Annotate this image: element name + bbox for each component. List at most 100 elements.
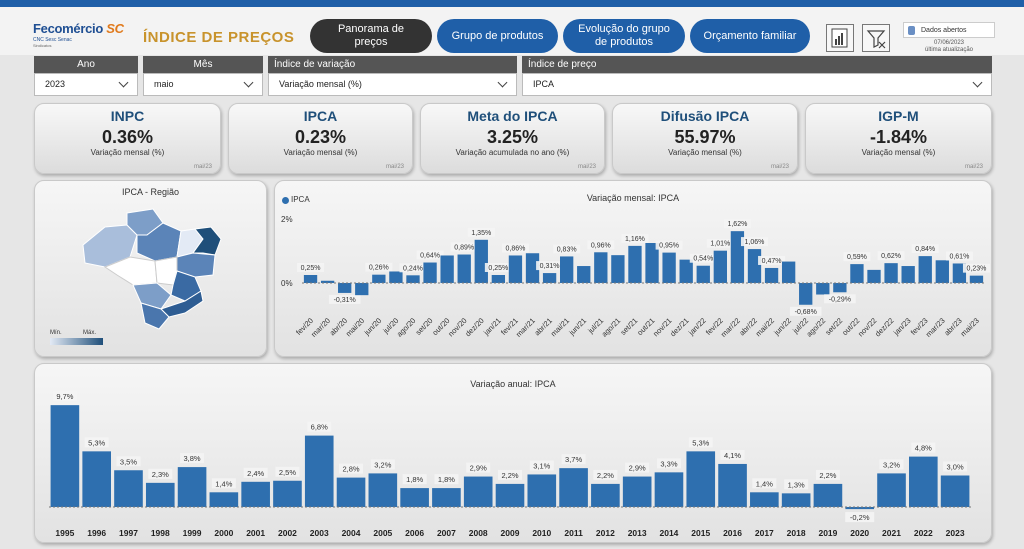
update-date: 07/06/2023 xyxy=(933,40,965,46)
nav-grupo-de-produtos[interactable]: Grupo de produtos xyxy=(437,19,558,53)
x-tick-label: 2005 xyxy=(373,528,392,538)
data-label: -0,31% xyxy=(334,297,356,304)
bar-out/22 xyxy=(850,264,864,283)
data-label: 2,8% xyxy=(342,465,359,474)
bar-out/21 xyxy=(645,243,659,283)
bar-nov/22 xyxy=(867,269,881,283)
nav-orcamento-familiar[interactable]: Orçamento familiar xyxy=(690,19,810,53)
brazil-map[interactable] xyxy=(75,205,225,330)
chevron-down-icon xyxy=(243,77,254,88)
bar-jun/22 xyxy=(781,261,796,283)
nav-panorama-de-precos[interactable]: Panorama de preços xyxy=(310,19,432,53)
map-region-ms xyxy=(132,282,172,310)
bar-2005 xyxy=(368,473,398,507)
data-label: 1,8% xyxy=(406,475,423,484)
x-tick-label: set/20 xyxy=(414,316,435,337)
x-tick-label: 2022 xyxy=(914,528,933,538)
filter-indice-preco-value-box[interactable]: IPCA xyxy=(522,73,992,96)
annual-chart[interactable]: 9,7% 1995 5,3% 1996 3,5% 1997 2,3% 1998 3,8% 1999… xyxy=(35,364,993,544)
data-label: 0,95% xyxy=(659,243,679,250)
data-label-bg xyxy=(784,479,809,490)
x-tick-label: ago/22 xyxy=(805,316,828,339)
filter-indice-preco[interactable]: Índice de preço IPCA xyxy=(522,56,992,98)
data-label: 0,59% xyxy=(847,254,867,261)
data-label-bg xyxy=(843,252,871,262)
bar-2018 xyxy=(781,493,811,507)
clear-filter-icon[interactable] xyxy=(862,24,890,52)
data-label: 0,31% xyxy=(540,263,560,270)
bar-mar/22 xyxy=(730,231,745,283)
open-data-button[interactable]: Dados abertos xyxy=(903,22,995,38)
data-label: -0,2% xyxy=(850,513,870,522)
kpi-title: Meta do IPCA xyxy=(467,108,558,124)
kpi-card-meta-ipca: Meta do IPCA 3.25% Variação acumulada no… xyxy=(420,103,605,174)
kpi-subtitle: Variação mensal (%) xyxy=(861,148,936,157)
data-label-bg xyxy=(723,219,751,229)
data-label: 5,3% xyxy=(88,438,105,447)
kpi-subtitle: Variação acumulada no ano (%) xyxy=(455,148,570,157)
map-panel: IPCA - Região Mín. Máx. xyxy=(34,180,267,357)
data-label: 1,01% xyxy=(710,241,730,248)
filter-mes[interactable]: Mês maio xyxy=(143,56,263,98)
nav-evolucao-grupo-produtos[interactable]: Evolução do grupo de produtos xyxy=(563,19,685,53)
data-label: 0,25% xyxy=(301,265,321,272)
data-label-bg xyxy=(116,456,141,467)
bar-mar/23 xyxy=(935,260,949,283)
data-label-bg xyxy=(498,469,522,480)
monthly-chart[interactable]: 2%0%0,25%fev/20mar/20-0,31%abr/20mai/200… xyxy=(275,181,993,358)
data-label: 1,06% xyxy=(745,239,765,246)
data-label: 3,5% xyxy=(120,457,137,466)
kpi-date: mai/23 xyxy=(385,164,404,170)
bar-2006 xyxy=(400,488,429,507)
x-tick-label: 1996 xyxy=(87,528,106,538)
kpi-date: mai/23 xyxy=(193,164,212,170)
filter-mes-value-box[interactable]: maio xyxy=(143,73,263,96)
data-label-bg xyxy=(307,421,332,432)
filter-indice-variacao[interactable]: Índice de variação Variação mensal (%) xyxy=(268,56,517,98)
x-tick-label: jan/22 xyxy=(686,316,708,338)
x-tick-label: mai/21 xyxy=(549,316,571,338)
bar-2016 xyxy=(718,463,747,507)
filter-ano[interactable]: Ano 2023 xyxy=(34,56,138,98)
x-tick-label: mai/22 xyxy=(754,316,776,338)
data-label: 1,4% xyxy=(756,479,773,488)
bar-mar/21 xyxy=(525,253,540,283)
legend-label: IPCA xyxy=(291,195,310,204)
logo-text: Fecomércio xyxy=(33,21,103,36)
data-label: 1,16% xyxy=(625,236,645,243)
filter-ano-value-box[interactable]: 2023 xyxy=(34,73,138,96)
x-tick-label: 2020 xyxy=(850,528,869,538)
data-label: 0,26% xyxy=(369,265,389,272)
data-label-bg xyxy=(879,459,904,470)
bar-2015 xyxy=(686,451,716,507)
data-label-bg xyxy=(402,474,427,485)
data-label: 9,7% xyxy=(56,392,73,401)
bar-fev/20 xyxy=(303,275,318,283)
data-label-bg xyxy=(536,261,564,271)
bar-2017 xyxy=(750,492,779,507)
data-label-bg xyxy=(399,263,427,273)
bar-mai/21 xyxy=(560,256,574,283)
kpi-subtitle: Variação mensal (%) xyxy=(90,148,165,157)
x-tick-label: jan/23 xyxy=(891,316,913,338)
x-tick-label: 1995 xyxy=(55,528,74,538)
filter-mes-value: maio xyxy=(154,79,174,89)
bar-jan/23 xyxy=(901,266,915,283)
x-tick-label: mar/22 xyxy=(719,316,742,339)
data-label-bg xyxy=(845,512,875,523)
data-label: 3,8% xyxy=(184,454,201,463)
bar-2007 xyxy=(432,488,461,507)
bar-2013 xyxy=(622,476,652,507)
data-label: 0,64% xyxy=(420,253,440,260)
data-label: 2,9% xyxy=(629,464,646,473)
filter-ano-value: 2023 xyxy=(45,79,66,89)
monthly-chart-panel: Variação mensal: IPCA IPCA 2% 0% 0,25% fev/… xyxy=(274,180,992,357)
report-icon[interactable] xyxy=(826,24,854,52)
filter-indice-variacao-value-box[interactable]: Variação mensal (%) xyxy=(268,73,517,96)
data-label: -0,29% xyxy=(829,296,851,303)
data-label: 1,3% xyxy=(788,480,805,489)
data-label-bg xyxy=(621,233,649,243)
kpi-subtitle: Variação mensal (%) xyxy=(668,148,742,157)
kpi-value: 3.25% xyxy=(486,127,539,147)
data-label: 3,0% xyxy=(947,463,964,472)
